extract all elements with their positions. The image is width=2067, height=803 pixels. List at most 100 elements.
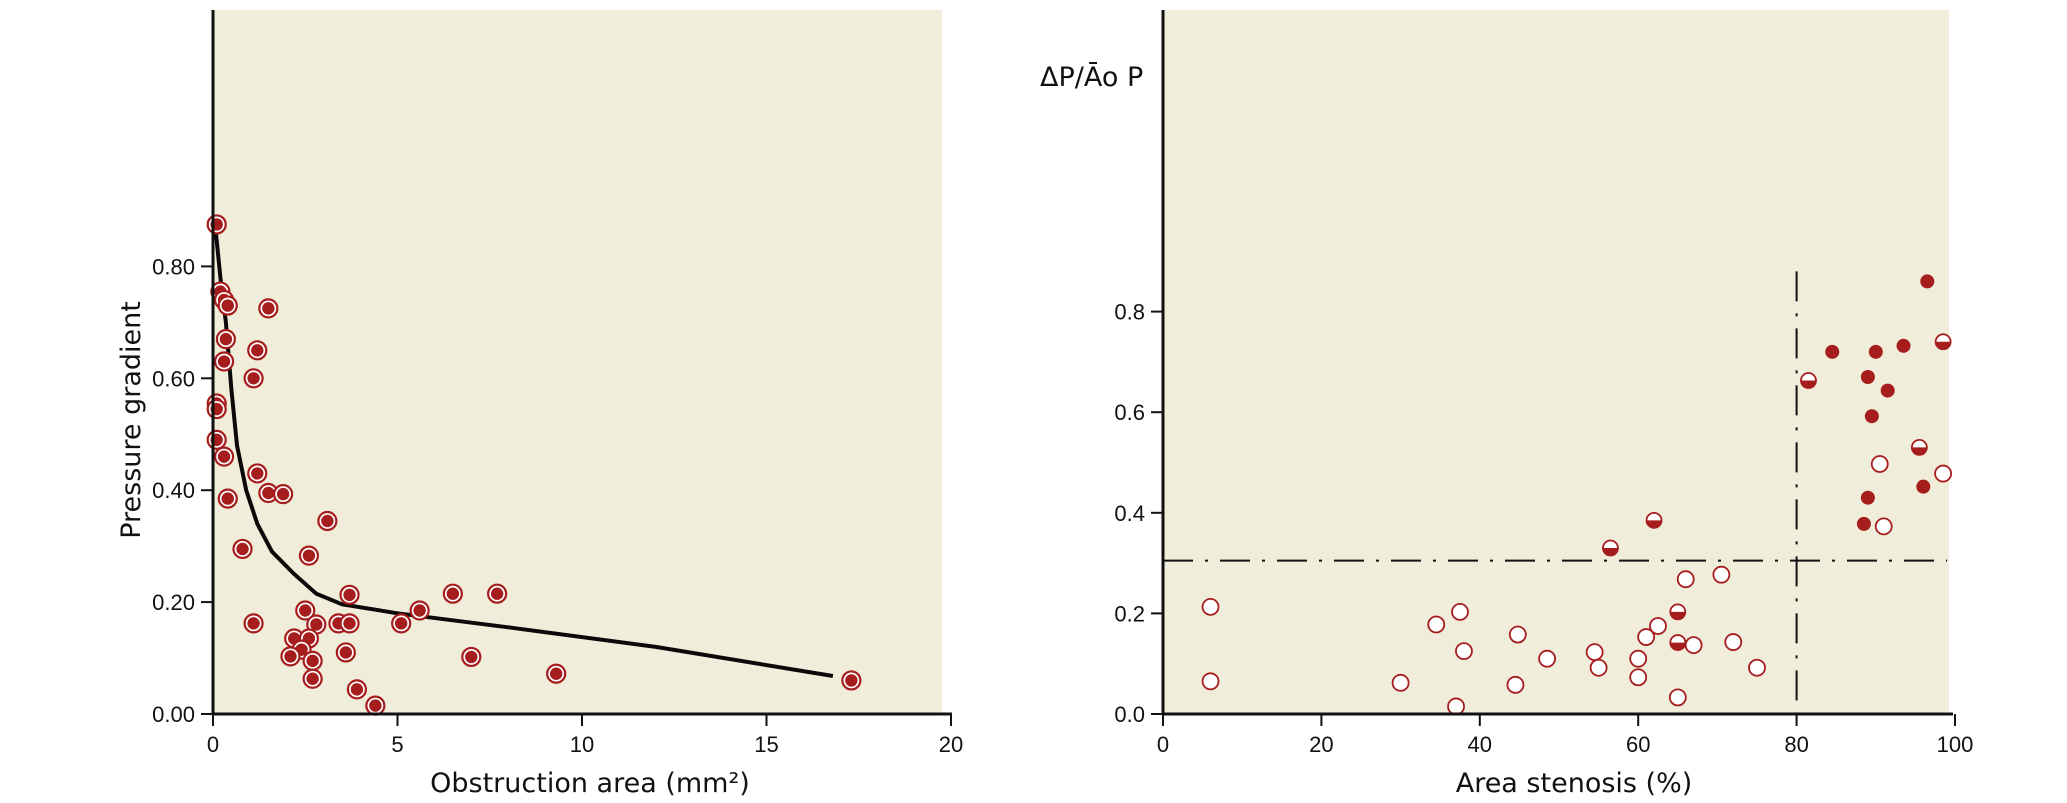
data-point-filled bbox=[1916, 479, 1931, 494]
right-x-tick-label: 20 bbox=[1309, 732, 1333, 757]
data-point bbox=[317, 510, 338, 532]
left-x-tick-label: 5 bbox=[391, 732, 403, 757]
right-y-tick-label: 0.6 bbox=[1114, 400, 1145, 425]
data-point bbox=[546, 663, 567, 684]
data-point-filled bbox=[1860, 369, 1875, 384]
data-point bbox=[339, 613, 360, 634]
data-point-half bbox=[1910, 439, 1928, 456]
data-point-half bbox=[1602, 539, 1619, 557]
data-point-filled bbox=[1864, 409, 1879, 424]
data-point-open bbox=[1870, 455, 1889, 473]
data-point bbox=[247, 340, 268, 361]
data-point bbox=[217, 488, 238, 509]
data-point bbox=[206, 398, 227, 420]
data-point bbox=[258, 482, 279, 504]
data-point-filled bbox=[1856, 516, 1871, 531]
data-point-filled bbox=[1920, 274, 1935, 289]
left-plot-background bbox=[213, 10, 942, 714]
data-point-open bbox=[1684, 636, 1703, 654]
data-point-open bbox=[1676, 570, 1695, 589]
right-ticks-layer: 0.0 0.2 0.4 0.6 0.8 0 20 40 60 80 100 bbox=[1114, 300, 1973, 757]
data-point-open bbox=[1748, 658, 1766, 677]
data-point bbox=[217, 295, 238, 316]
data-point bbox=[298, 545, 320, 566]
data-point bbox=[365, 695, 386, 716]
data-point-open bbox=[1649, 617, 1667, 635]
left-chart: 0.00 0.20 0.40 0.60 0.80 0 5 10 15 20 Obstruction… bbox=[116, 10, 963, 799]
left-ticks-layer: 0.00 0.20 0.40 0.60 0.80 0 5 10 15 20 bbox=[152, 254, 963, 757]
data-point bbox=[346, 679, 368, 700]
data-point-half bbox=[1934, 333, 1952, 351]
data-point bbox=[442, 583, 463, 604]
left-y-tick-label: 0.60 bbox=[152, 366, 195, 391]
data-point-open bbox=[1508, 625, 1527, 644]
data-point-half bbox=[1669, 603, 1687, 621]
left-x-tick-label: 20 bbox=[939, 732, 963, 757]
right-reference-lines-layer bbox=[1163, 271, 1948, 714]
right-y-tick-label: 0.8 bbox=[1114, 300, 1145, 325]
left-y-tick-label: 0.80 bbox=[152, 254, 195, 279]
data-point-open bbox=[1455, 642, 1473, 661]
data-point-open bbox=[1506, 675, 1525, 694]
left-y-tick-label: 0.00 bbox=[152, 702, 195, 727]
right-x-tick-label: 0 bbox=[1157, 732, 1169, 757]
data-point bbox=[273, 484, 294, 505]
data-point bbox=[461, 646, 482, 668]
data-point-open bbox=[1201, 597, 1220, 616]
data-point-open bbox=[1668, 688, 1687, 707]
data-point bbox=[302, 668, 323, 689]
data-point-open bbox=[1629, 668, 1648, 687]
data-point bbox=[841, 670, 862, 691]
data-point-open bbox=[1712, 565, 1731, 584]
data-point bbox=[247, 463, 268, 484]
data-point bbox=[335, 642, 356, 663]
right-x-tick-label: 80 bbox=[1784, 732, 1808, 757]
data-point bbox=[215, 329, 237, 350]
data-point bbox=[206, 429, 227, 450]
left-x-tick-label: 0 bbox=[207, 732, 219, 757]
data-point bbox=[295, 600, 316, 621]
data-point bbox=[213, 446, 235, 467]
data-point-open bbox=[1427, 615, 1446, 634]
data-point-open bbox=[1629, 649, 1648, 668]
data-point bbox=[280, 646, 301, 667]
data-point bbox=[258, 298, 279, 319]
right-chart-title: ΔP/Āo P bbox=[1040, 62, 1143, 93]
right-y-tick-label: 0.2 bbox=[1114, 601, 1145, 626]
right-x-axis-label: Area stenosis (%) bbox=[1456, 768, 1693, 799]
right-x-tick-label: 60 bbox=[1626, 732, 1650, 757]
data-point-open bbox=[1538, 649, 1557, 668]
right-points-layer bbox=[1201, 274, 1953, 716]
data-point-open bbox=[1934, 464, 1953, 483]
data-point-open bbox=[1874, 517, 1893, 536]
data-point-filled bbox=[1825, 344, 1840, 359]
data-point-filled bbox=[1868, 344, 1883, 359]
left-x-tick-label: 15 bbox=[754, 732, 778, 757]
data-point-open bbox=[1637, 628, 1656, 646]
data-point-open bbox=[1201, 672, 1220, 691]
data-point-filled bbox=[1896, 338, 1911, 353]
data-point bbox=[243, 368, 264, 389]
data-point bbox=[243, 613, 264, 634]
right-x-tick-label: 100 bbox=[1937, 732, 1974, 757]
data-point bbox=[339, 584, 360, 605]
data-point-open bbox=[1585, 643, 1604, 662]
data-point bbox=[409, 600, 430, 621]
data-point bbox=[213, 351, 235, 372]
data-point-open bbox=[1447, 697, 1465, 716]
data-point bbox=[487, 583, 508, 604]
data-point-filled bbox=[1880, 383, 1895, 398]
data-point bbox=[232, 538, 253, 560]
data-point bbox=[206, 214, 227, 235]
data-point-open bbox=[1391, 673, 1410, 692]
left-y-tick-label: 0.20 bbox=[152, 590, 195, 615]
data-point bbox=[302, 650, 323, 671]
right-y-tick-label: 0.0 bbox=[1114, 702, 1145, 727]
data-point bbox=[391, 613, 412, 634]
left-x-tick-label: 10 bbox=[570, 732, 594, 757]
data-point-open bbox=[1724, 633, 1743, 651]
data-point-open bbox=[1589, 658, 1608, 677]
left-y-tick-label: 0.40 bbox=[152, 478, 195, 503]
right-x-tick-label: 40 bbox=[1468, 732, 1492, 757]
